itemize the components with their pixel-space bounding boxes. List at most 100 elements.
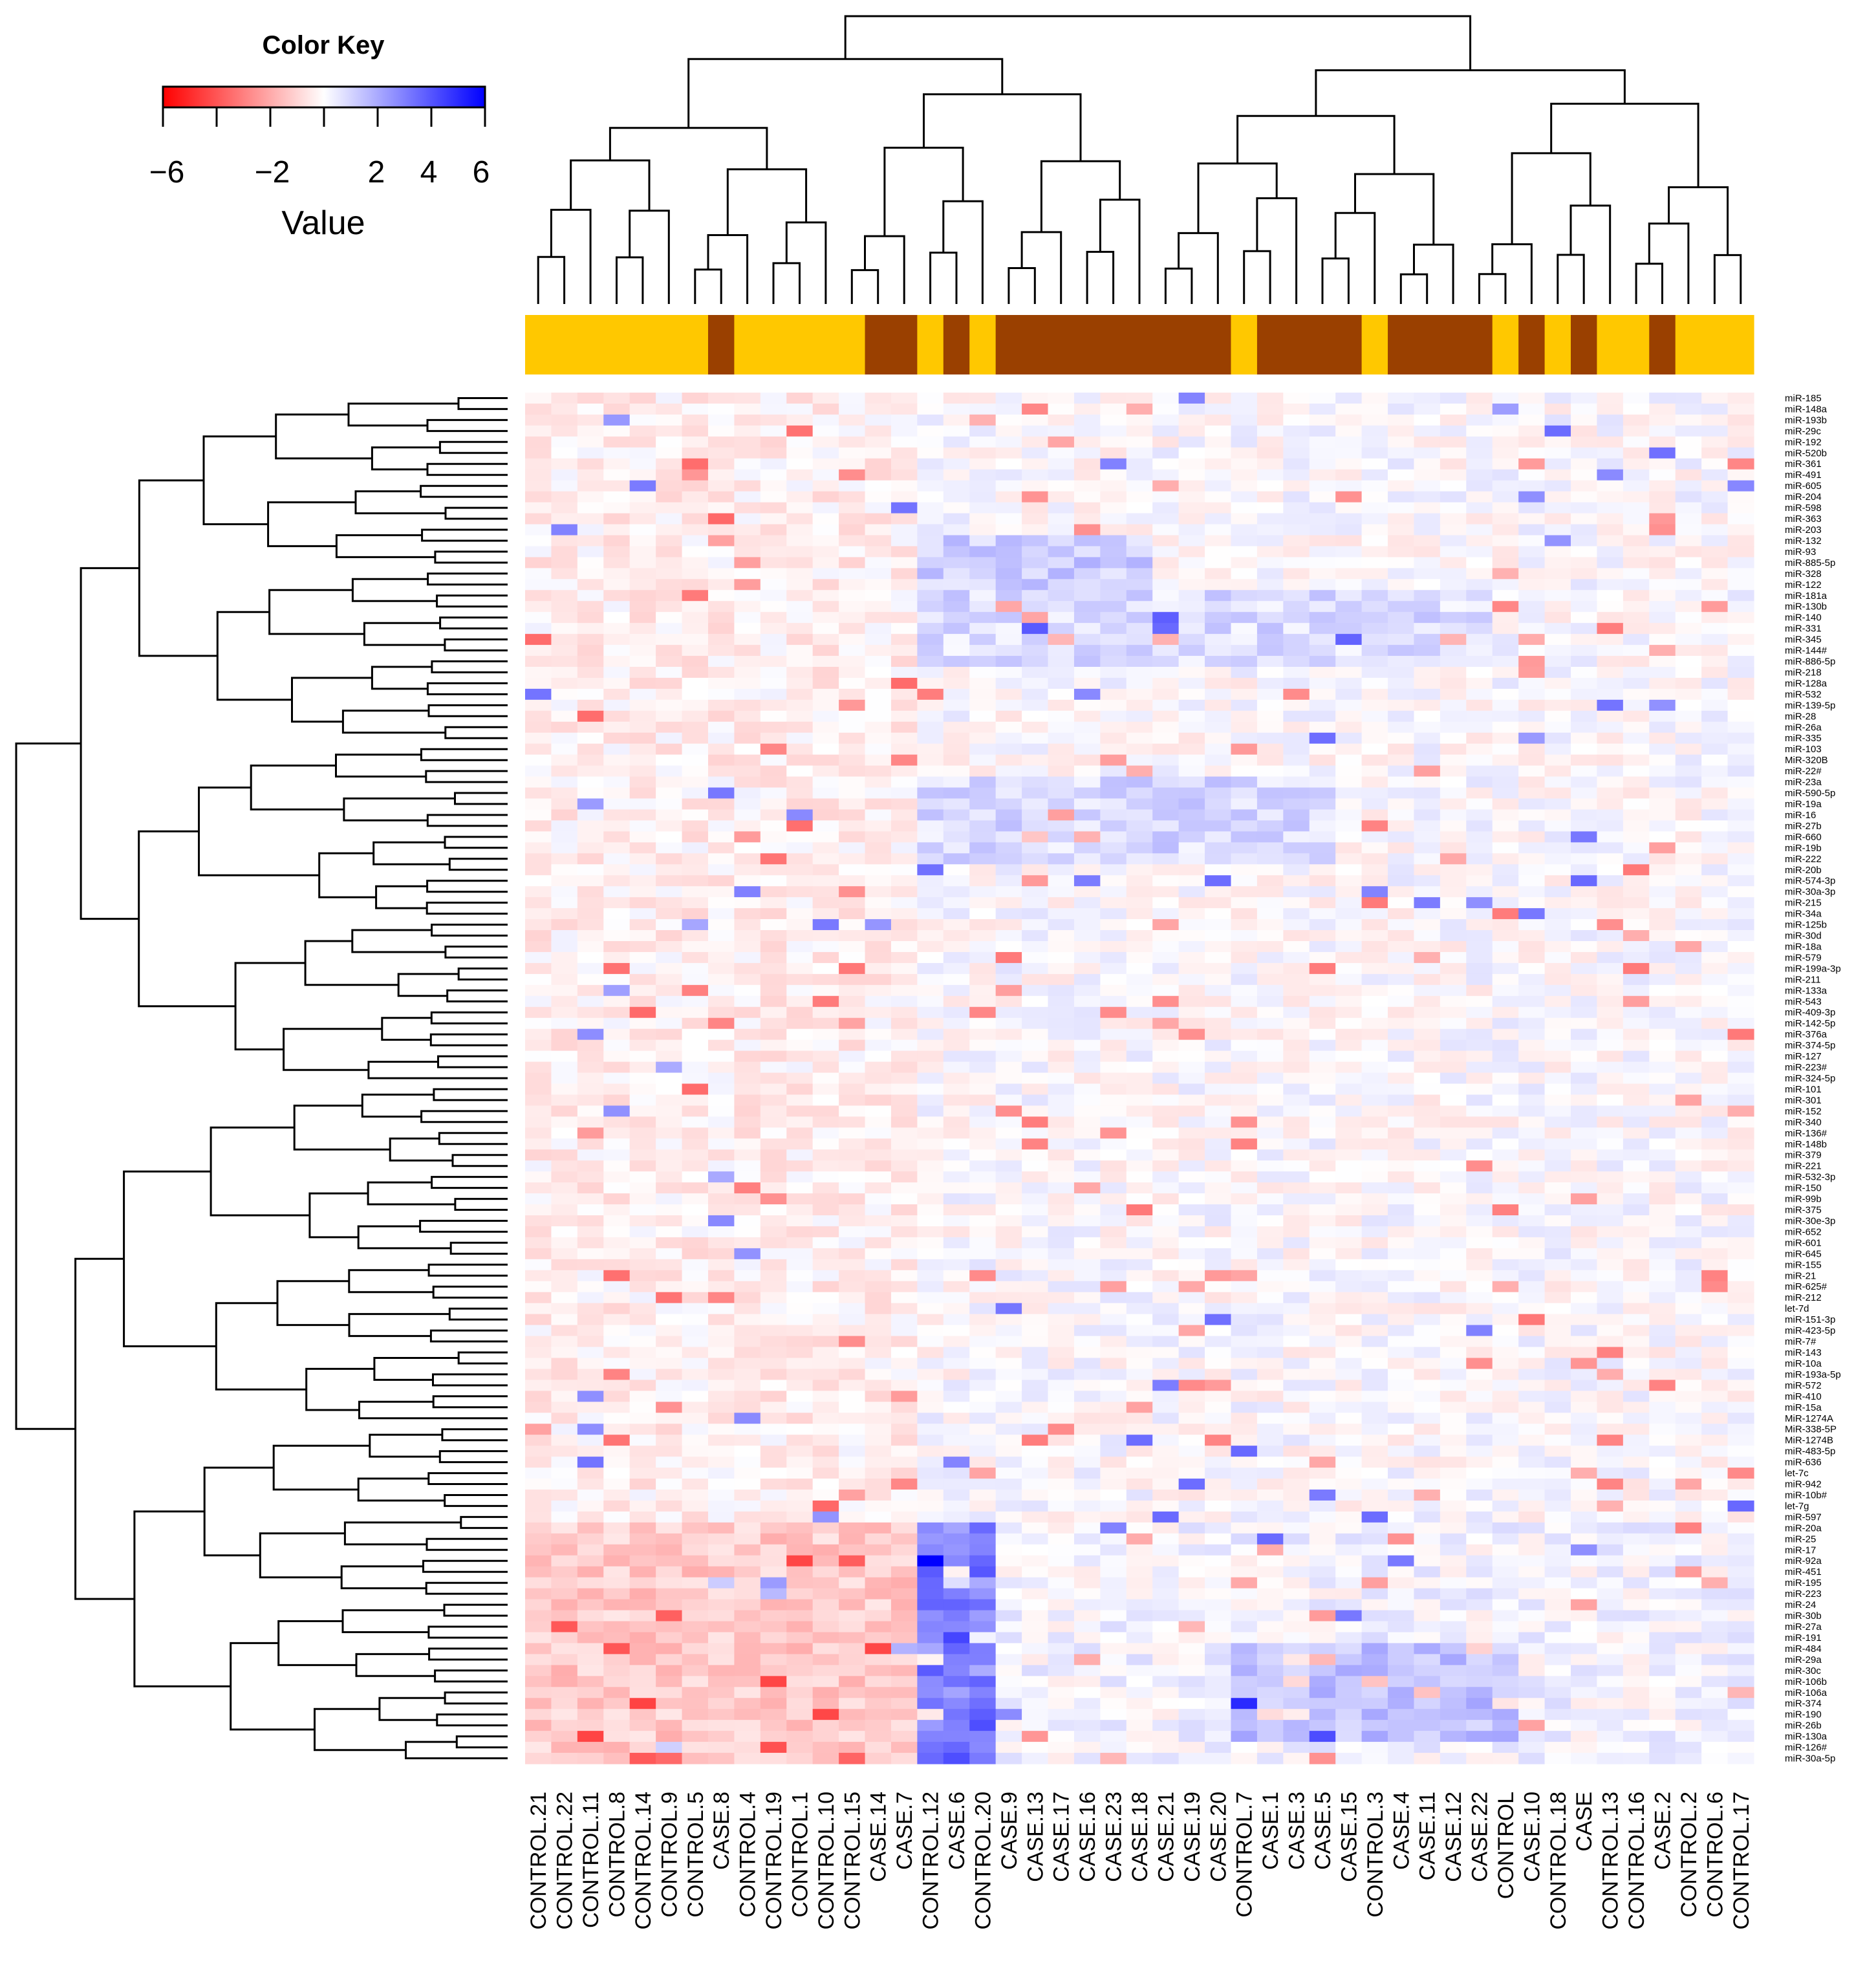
heatmap-cell: [1361, 688, 1388, 700]
heatmap-cell: [1466, 919, 1493, 931]
heatmap-cell: [629, 1149, 656, 1161]
heatmap-cell: [1675, 1281, 1702, 1293]
heatmap-cell: [995, 1127, 1022, 1139]
heatmap-cell: [1361, 1468, 1388, 1479]
heatmap-cell: [734, 710, 761, 722]
heatmap-cell: [707, 667, 735, 678]
heatmap-cell: [1544, 864, 1571, 876]
heatmap-cell: [1022, 1325, 1049, 1337]
heatmap-cell: [995, 732, 1022, 744]
heatmap-cell: [1335, 688, 1363, 700]
heatmap-cell: [1727, 930, 1754, 942]
heatmap-cell: [551, 1116, 578, 1128]
heatmap-cell: [1439, 1171, 1467, 1183]
heatmap-cell: [1518, 480, 1546, 492]
heatmap-cell: [707, 1094, 735, 1106]
heatmap-cell: [682, 612, 709, 624]
heatmap-cell: [839, 1391, 866, 1402]
heatmap-cell: [1073, 809, 1101, 821]
heatmap-cell: [1205, 1347, 1232, 1359]
heatmap-cell: [603, 743, 631, 755]
heatmap-cell: [1361, 1006, 1388, 1019]
heatmap-cell: [1544, 1490, 1571, 1501]
heatmap-cell: [656, 502, 683, 514]
heatmap-cell: [760, 721, 787, 733]
heatmap-cell: [839, 1061, 866, 1074]
heatmap-cell: [1649, 699, 1676, 711]
column-dendrogram-branch: [1099, 199, 1141, 304]
heatmap-cell: [707, 1490, 735, 1501]
heatmap-cell: [1152, 502, 1180, 514]
heatmap-cell: [577, 1259, 604, 1271]
heatmap-cell: [1414, 568, 1441, 580]
heatmap-cell: [1048, 1061, 1075, 1074]
heatmap-cell: [812, 480, 839, 492]
heatmap-cell: [1571, 1039, 1598, 1052]
heatmap-cell: [1597, 1303, 1624, 1315]
heatmap-cell: [1623, 1402, 1650, 1413]
heatmap-cell: [1597, 1072, 1624, 1085]
heatmap-cell: [865, 1028, 892, 1041]
heatmap-cell: [1492, 1424, 1519, 1435]
heatmap-cell: [1623, 1281, 1650, 1293]
heatmap-cell: [1048, 612, 1075, 624]
heatmap-cell: [734, 425, 761, 437]
heatmap-cell: [1544, 469, 1571, 481]
heatmap-cell: [1414, 1325, 1441, 1337]
heatmap-cell: [1048, 1116, 1075, 1128]
heatmap-cell: [917, 1413, 944, 1424]
heatmap-cell: [1152, 1457, 1180, 1468]
heatmap-cell: [734, 776, 761, 788]
heatmap-cell: [839, 1303, 866, 1315]
heatmap-cell: [1388, 1193, 1415, 1205]
heatmap-cell: [1623, 568, 1650, 580]
heatmap-cell: [995, 941, 1022, 953]
heatmap-cell: [1518, 1160, 1546, 1172]
heatmap-cell: [734, 875, 761, 887]
heatmap-cell: [1126, 447, 1153, 459]
heatmap-cell: [995, 919, 1022, 931]
heatmap-cell: [969, 393, 997, 404]
group-color-cell: [760, 315, 787, 374]
heatmap-cell: [734, 721, 761, 733]
heatmap-cell: [1126, 513, 1153, 525]
heatmap-cell: [1649, 864, 1676, 876]
heatmap-cell: [603, 535, 631, 547]
heatmap-cell: [734, 667, 761, 678]
heatmap-cell: [1571, 1094, 1598, 1106]
heatmap-cell: [1675, 1072, 1702, 1085]
heatmap-cell: [1152, 721, 1180, 733]
heatmap-cell: [577, 590, 604, 602]
heatmap-cell: [1544, 1127, 1571, 1139]
column-dendrogram-branch: [1648, 222, 1690, 304]
heatmap-cell: [890, 710, 918, 722]
heatmap-cell: [1256, 754, 1284, 766]
heatmap-cell: [1388, 1358, 1415, 1370]
heatmap-cell: [1414, 886, 1441, 898]
heatmap-cell: [577, 1314, 604, 1326]
heatmap-cell: [1439, 1061, 1467, 1074]
heatmap-cell: [1518, 634, 1546, 645]
heatmap-cell: [995, 776, 1022, 788]
heatmap-cell: [525, 1149, 552, 1161]
heatmap-cell: [1048, 1424, 1075, 1435]
heatmap-cell: [1361, 1457, 1388, 1468]
heatmap-cell: [734, 1259, 761, 1271]
heatmap-cell: [839, 973, 866, 986]
heatmap-cell: [786, 557, 814, 569]
heatmap-cell: [1361, 1127, 1388, 1139]
heatmap-cell: [1597, 1028, 1624, 1041]
heatmap-cell: [1309, 1105, 1336, 1117]
row-dendrogram-branch: [438, 440, 508, 454]
heatmap-cell: [1205, 1325, 1232, 1337]
row-dendrogram-branch: [347, 402, 458, 427]
heatmap-cell: [1544, 425, 1571, 437]
heatmap-cell: [629, 1314, 656, 1326]
heatmap-cell: [1518, 557, 1546, 569]
heatmap-cell: [1335, 875, 1363, 887]
heatmap-cell: [1231, 809, 1258, 821]
heatmap-cell: [1361, 1347, 1388, 1359]
heatmap-cell: [1414, 864, 1441, 876]
heatmap-cell: [1126, 798, 1153, 810]
heatmap-cell: [839, 1006, 866, 1019]
